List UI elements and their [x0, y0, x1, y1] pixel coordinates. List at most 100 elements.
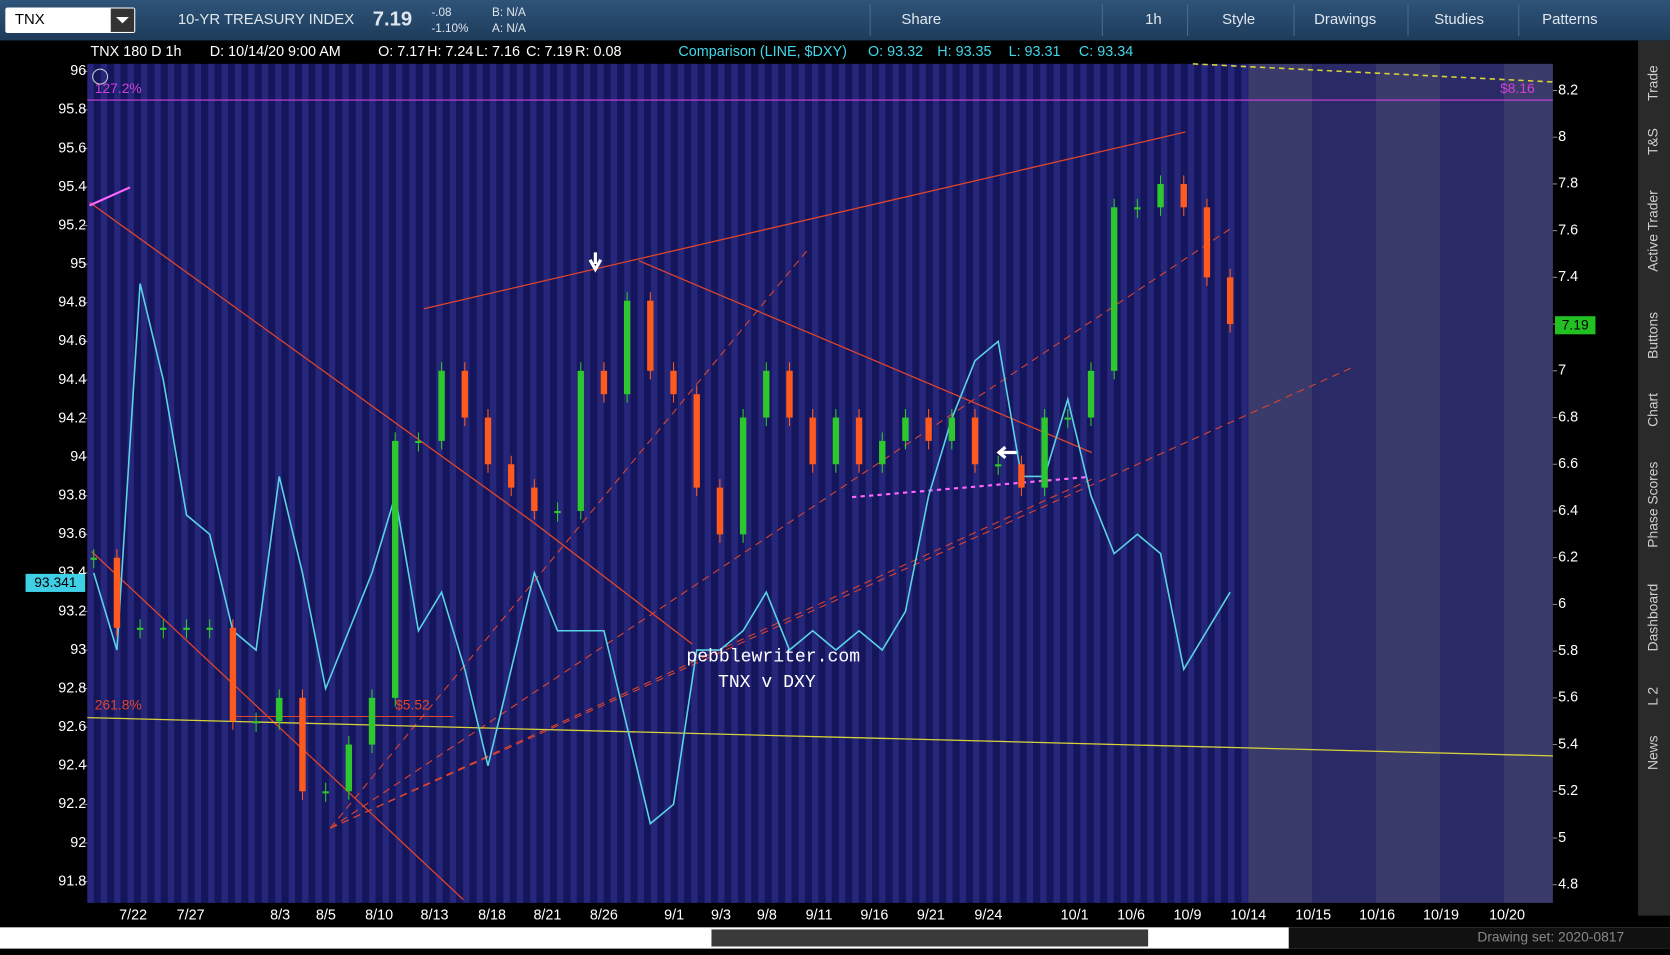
candle — [902, 417, 909, 441]
candle — [461, 370, 468, 418]
candle — [345, 744, 353, 792]
y-tick-label: 92.4 — [58, 758, 86, 774]
candle — [206, 627, 213, 630]
candle — [113, 557, 121, 628]
x-tick-label: 10/1 — [1061, 907, 1089, 923]
net-change: -.08 — [431, 6, 451, 19]
sidebar-tab[interactable]: Phase Scores — [1645, 462, 1661, 548]
future-band — [1376, 63, 1440, 903]
session-band — [771, 63, 779, 903]
toolbar-button[interactable]: Style — [1222, 12, 1255, 28]
candle — [623, 300, 631, 395]
session-band — [597, 63, 604, 903]
session-band — [369, 63, 376, 903]
y-tick-label: 93.6 — [58, 526, 86, 542]
y-tick-label: 94.4 — [58, 372, 86, 388]
y2-tick-label: 6 — [1558, 596, 1566, 612]
percent-change: -1.10% — [431, 22, 468, 35]
sidebar-tab[interactable]: Dashboard — [1645, 584, 1661, 652]
dxy-line — [92, 283, 1231, 826]
x-tick-label: 8/5 — [316, 907, 336, 923]
session-band — [516, 63, 524, 903]
future-band — [1312, 63, 1377, 903]
trend-line — [638, 260, 1092, 454]
sidebar-tab[interactable]: News — [1645, 735, 1661, 770]
ohlc-value: O: 7.17 — [378, 44, 425, 60]
candle — [507, 464, 515, 488]
candle — [276, 697, 283, 722]
session-band — [221, 63, 228, 903]
session-band — [1228, 63, 1235, 903]
y2-tick-label: 5.6 — [1558, 690, 1578, 706]
candle — [368, 697, 376, 745]
session-band — [342, 63, 349, 903]
session-band — [798, 63, 805, 903]
tnx-price-badge: 7.19 — [1562, 316, 1589, 332]
ohlc-value: C: 7.19 — [526, 44, 572, 60]
symbol-box[interactable] — [5, 7, 136, 34]
session-band — [355, 63, 363, 903]
info-icon[interactable] — [92, 68, 109, 85]
x-tick-label: 9/21 — [917, 907, 945, 923]
future-band — [1248, 63, 1313, 903]
toolbar-button[interactable]: 1h — [1145, 12, 1162, 28]
session-band — [114, 63, 121, 903]
x-tick-label: 10/20 — [1489, 907, 1525, 923]
x-tick-label: 9/11 — [806, 907, 833, 923]
x-tick-label: 9/16 — [860, 907, 888, 923]
session-band — [731, 63, 738, 903]
session-band — [973, 63, 980, 903]
session-band — [1134, 63, 1141, 903]
price-badge — [1554, 316, 1596, 335]
x-tick-label: 10/15 — [1295, 907, 1331, 923]
session-band — [758, 63, 765, 903]
y2-tick-label: 6.2 — [1558, 549, 1578, 565]
candle — [855, 417, 863, 465]
toolbar-button[interactable]: Drawings — [1314, 12, 1376, 28]
y-tick-label: 94.8 — [58, 295, 86, 311]
y-tick-label: 94.6 — [58, 333, 86, 349]
toolbar-button[interactable]: Studies — [1434, 12, 1484, 28]
info-bar — [0, 40, 1670, 64]
y-tick-label: 95.6 — [58, 140, 86, 156]
sidebar-tab[interactable]: Buttons — [1645, 312, 1661, 359]
session-band — [919, 63, 926, 903]
candle — [90, 557, 97, 560]
sidebar-tab[interactable]: Trade — [1645, 65, 1661, 101]
session-band — [315, 63, 322, 903]
session-band — [100, 63, 108, 903]
session-band — [181, 63, 188, 903]
comparison-value: L: 93.31 — [1009, 44, 1061, 60]
session-band — [785, 63, 792, 903]
session-band — [932, 63, 940, 903]
y2-tick-label: 7.4 — [1558, 269, 1578, 285]
dxy-price-badge: 93.341 — [34, 574, 77, 590]
session-band — [449, 63, 457, 903]
x-tick-label: 7/22 — [119, 907, 147, 923]
session-band — [1053, 63, 1060, 903]
scroll-thumb[interactable] — [711, 929, 1149, 947]
comparison-value: O: 93.32 — [868, 44, 923, 60]
session-band — [1174, 63, 1181, 903]
x-tick-label: 8/3 — [270, 907, 290, 923]
candle — [322, 791, 329, 794]
candle — [995, 464, 1002, 467]
sidebar-tab[interactable]: L 2 — [1645, 687, 1661, 706]
candle — [600, 370, 608, 395]
sidebar-tab[interactable]: Active Trader — [1645, 190, 1661, 272]
y-tick-label: 92.2 — [58, 796, 86, 812]
trend-line — [89, 201, 533, 523]
sidebar-tab[interactable]: T&S — [1645, 128, 1661, 155]
toolbar-button[interactable]: Patterns — [1542, 12, 1597, 28]
sidebar-tab[interactable]: Chart — [1645, 393, 1661, 427]
x-tick-label: 10/14 — [1230, 907, 1266, 923]
toolbar-button[interactable]: Share — [901, 12, 941, 28]
session-band — [946, 63, 953, 903]
candle — [1064, 417, 1071, 420]
session-band — [959, 63, 967, 903]
y-tick-label: 94.2 — [58, 410, 86, 426]
y-tick-label: 95.4 — [58, 179, 86, 195]
session-band — [503, 63, 510, 903]
session-band — [1066, 63, 1074, 903]
session-band — [543, 63, 550, 903]
